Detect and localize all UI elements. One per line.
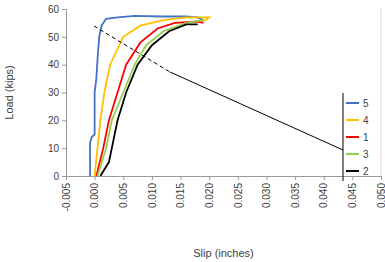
y-tick: 50 — [48, 32, 66, 43]
legend-swatch — [346, 153, 359, 155]
x-tick-label: -0.005 — [61, 183, 72, 212]
y-tick: 60 — [48, 4, 66, 15]
y-tick: 0 — [53, 171, 66, 182]
y-axis-line — [62, 10, 67, 177]
x-tick: 0.040 — [318, 176, 329, 208]
x-tick-label: 0.000 — [89, 183, 100, 208]
y-axis: 0 10 20 30 40 50 60 — [48, 4, 67, 182]
legend-label: 4 — [363, 115, 369, 126]
y-tick-mark — [62, 148, 66, 149]
y-tick-label: 60 — [48, 4, 60, 15]
x-tick: 0.025 — [233, 176, 244, 208]
legend-label: 3 — [363, 149, 369, 160]
y-tick-mark — [62, 93, 66, 94]
x-tick-mark — [381, 176, 382, 180]
x-tick-mark — [352, 176, 353, 180]
x-tick-mark — [181, 176, 182, 180]
y-tick: 20 — [48, 115, 66, 126]
x-tick: 0.000 — [89, 176, 100, 208]
y-tick-label: 40 — [48, 59, 60, 70]
x-tick: 0.015 — [175, 176, 186, 208]
x-tick-mark — [95, 176, 96, 180]
x-tick-label: 0.020 — [204, 183, 215, 208]
x-tick-label: 0.040 — [318, 183, 329, 208]
x-tick-mark — [324, 176, 325, 180]
x-tick-mark — [295, 176, 296, 180]
y-tick-mark — [62, 176, 66, 177]
x-tick-label: 0.015 — [175, 183, 186, 208]
y-tick-mark — [62, 120, 66, 121]
x-tick: 0.045 — [347, 176, 358, 208]
series-line — [90, 16, 203, 176]
x-tick: 0.010 — [147, 176, 158, 208]
legend-swatch — [346, 102, 359, 104]
legend-swatch — [346, 119, 359, 121]
y-tick: 10 — [48, 143, 66, 154]
x-axis-title: Slip (inches) — [193, 247, 254, 259]
series-line — [98, 20, 204, 176]
chart: -0.005 0.000 0.005 0.010 0.015 0.020 0.025 0.03… — [0, 0, 385, 262]
x-tick: 0.035 — [290, 176, 301, 208]
x-tick-mark — [209, 176, 210, 180]
y-tick-label: 0 — [53, 171, 59, 182]
plot-frame — [381, 9, 382, 176]
y-tick-label: 30 — [48, 87, 60, 98]
x-tick: 0.020 — [204, 176, 215, 208]
y-tick-label: 10 — [48, 143, 60, 154]
x-axis: -0.005 0.000 0.005 0.010 0.015 0.020 0.025 0.03… — [61, 176, 385, 211]
x-tick-label: 0.010 — [147, 183, 158, 208]
x-tick-label: 0.045 — [347, 183, 358, 208]
x-tick-label: 0.035 — [290, 183, 301, 208]
y-tick-mark — [62, 37, 66, 38]
y-tick-mark — [62, 9, 66, 10]
y-tick-label: 20 — [48, 115, 60, 126]
legend-label: 5 — [363, 98, 369, 109]
legend-swatch — [346, 170, 359, 172]
x-tick-label: 0.005 — [118, 183, 129, 208]
plot-area — [90, 16, 209, 176]
x-tick: -0.005 — [61, 176, 72, 211]
x-tick-mark — [238, 176, 239, 180]
y-tick: 40 — [48, 59, 66, 70]
x-tick-label: 0.030 — [261, 183, 272, 208]
x-tick-label: 0.025 — [233, 183, 244, 208]
x-tick: 0.050 — [376, 176, 385, 208]
series-line — [95, 17, 210, 176]
x-tick-label: 0.050 — [376, 183, 385, 208]
legend-frame — [343, 93, 344, 181]
y-tick-label: 50 — [48, 32, 60, 43]
x-axis-line — [67, 177, 382, 181]
legend: 5 4 1 3 2 — [343, 93, 369, 181]
legend-label: 2 — [363, 166, 369, 177]
x-tick-mark — [152, 176, 153, 180]
y-tick: 30 — [48, 87, 66, 98]
legend-label: 1 — [363, 132, 369, 143]
leader-line — [94, 26, 170, 72]
x-tick: 0.030 — [261, 176, 272, 208]
x-tick-mark — [266, 176, 267, 180]
x-tick: 0.005 — [118, 176, 129, 208]
series-line — [100, 24, 197, 176]
y-axis-title: Load (kips) — [3, 65, 15, 119]
series-line — [96, 22, 203, 176]
y-tick-mark — [62, 65, 66, 66]
x-tick-mark — [123, 176, 124, 180]
leader-line — [170, 72, 343, 150]
legend-swatch — [346, 136, 359, 138]
